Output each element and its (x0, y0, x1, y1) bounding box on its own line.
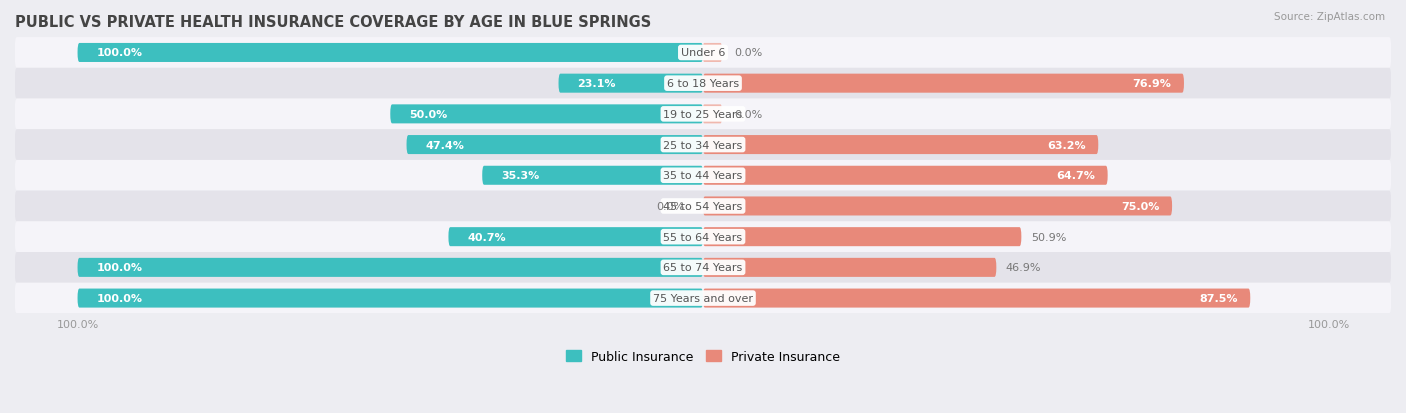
Text: 100.0%: 100.0% (96, 293, 142, 303)
Text: 40.7%: 40.7% (467, 232, 506, 242)
Legend: Public Insurance, Private Insurance: Public Insurance, Private Insurance (561, 345, 845, 368)
Text: 63.2%: 63.2% (1047, 140, 1085, 150)
Text: 100.0%: 100.0% (96, 263, 142, 273)
Text: 65 to 74 Years: 65 to 74 Years (664, 263, 742, 273)
FancyBboxPatch shape (703, 166, 1108, 185)
Text: Source: ZipAtlas.com: Source: ZipAtlas.com (1274, 12, 1385, 22)
Text: 0.0%: 0.0% (657, 202, 685, 211)
Text: 55 to 64 Years: 55 to 64 Years (664, 232, 742, 242)
FancyBboxPatch shape (14, 161, 1392, 191)
FancyBboxPatch shape (558, 74, 703, 93)
FancyBboxPatch shape (14, 252, 1392, 283)
FancyBboxPatch shape (703, 105, 721, 124)
Text: 6 to 18 Years: 6 to 18 Years (666, 79, 740, 89)
Text: 35 to 44 Years: 35 to 44 Years (664, 171, 742, 181)
Text: 100.0%: 100.0% (96, 48, 142, 58)
Text: 45 to 54 Years: 45 to 54 Years (664, 202, 742, 211)
FancyBboxPatch shape (391, 105, 703, 124)
Text: 64.7%: 64.7% (1056, 171, 1095, 181)
Text: 23.1%: 23.1% (578, 79, 616, 89)
FancyBboxPatch shape (14, 222, 1392, 252)
Text: 46.9%: 46.9% (1005, 263, 1042, 273)
FancyBboxPatch shape (14, 38, 1392, 69)
Text: Under 6: Under 6 (681, 48, 725, 58)
Text: 25 to 34 Years: 25 to 34 Years (664, 140, 742, 150)
FancyBboxPatch shape (703, 228, 1021, 247)
FancyBboxPatch shape (77, 289, 703, 308)
FancyBboxPatch shape (14, 69, 1392, 99)
FancyBboxPatch shape (703, 197, 1173, 216)
FancyBboxPatch shape (703, 258, 997, 277)
Text: 76.9%: 76.9% (1133, 79, 1171, 89)
FancyBboxPatch shape (406, 136, 703, 155)
FancyBboxPatch shape (482, 166, 703, 185)
FancyBboxPatch shape (14, 283, 1392, 313)
FancyBboxPatch shape (14, 99, 1392, 130)
Text: 0.0%: 0.0% (734, 109, 762, 120)
FancyBboxPatch shape (703, 74, 1184, 93)
Text: 35.3%: 35.3% (501, 171, 540, 181)
FancyBboxPatch shape (77, 258, 703, 277)
Text: 50.0%: 50.0% (409, 109, 447, 120)
Text: 19 to 25 Years: 19 to 25 Years (664, 109, 742, 120)
Text: 50.9%: 50.9% (1031, 232, 1066, 242)
Text: 0.0%: 0.0% (734, 48, 762, 58)
FancyBboxPatch shape (14, 191, 1392, 222)
Text: 75.0%: 75.0% (1121, 202, 1160, 211)
FancyBboxPatch shape (77, 44, 703, 63)
FancyBboxPatch shape (703, 289, 1250, 308)
FancyBboxPatch shape (14, 130, 1392, 161)
Text: 75 Years and over: 75 Years and over (652, 293, 754, 303)
FancyBboxPatch shape (703, 44, 721, 63)
FancyBboxPatch shape (449, 228, 703, 247)
Text: PUBLIC VS PRIVATE HEALTH INSURANCE COVERAGE BY AGE IN BLUE SPRINGS: PUBLIC VS PRIVATE HEALTH INSURANCE COVER… (15, 15, 651, 30)
FancyBboxPatch shape (703, 136, 1098, 155)
Text: 47.4%: 47.4% (425, 140, 464, 150)
Text: 87.5%: 87.5% (1199, 293, 1237, 303)
